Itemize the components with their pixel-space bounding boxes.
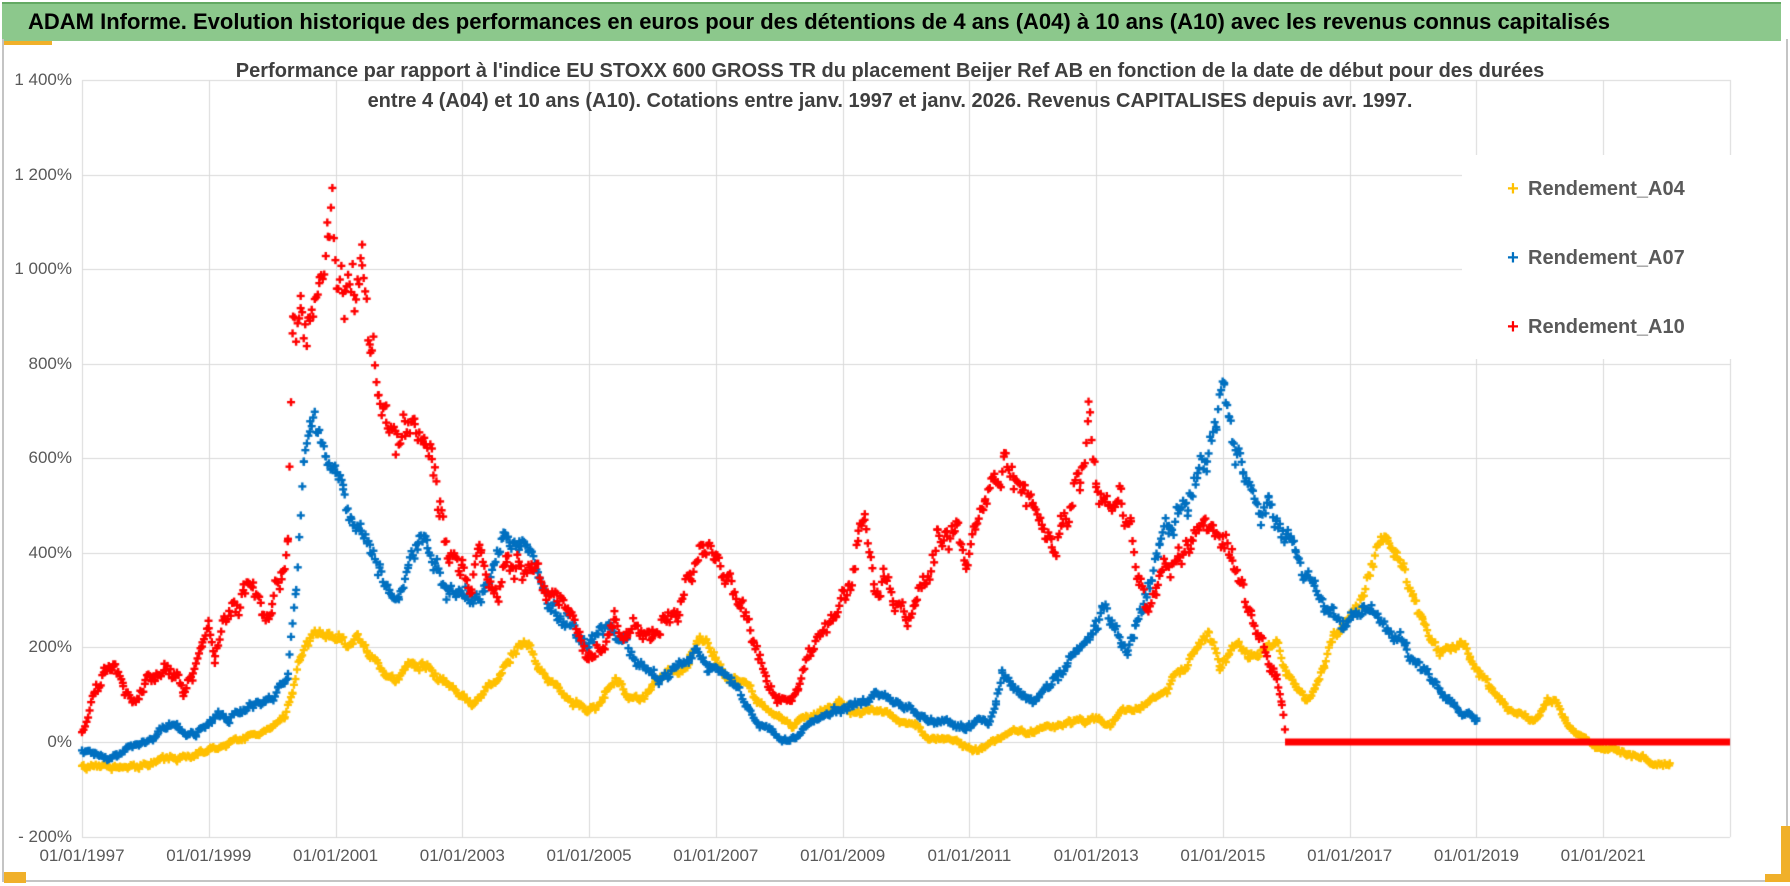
x-tick-label: 01/01/2001: [292, 846, 379, 865]
y-tick-label: 600%: [28, 448, 72, 468]
x-tick-label: 01/01/1997: [39, 846, 125, 865]
x-tick-label: 01/01/2021: [1560, 846, 1646, 865]
legend-label: Rendement_A07: [1528, 247, 1685, 269]
legend-label: Rendement_A04: [1528, 178, 1685, 200]
y-tick-label: 800%: [28, 353, 72, 373]
chart-legend: + Rendement_A04 + Rendement_A07 + Rendement…: [1462, 155, 1757, 359]
x-tick-label: 01/01/2019: [1433, 846, 1519, 865]
x-tick-label: 01/01/2003: [419, 846, 505, 865]
x-tick-label: 01/01/2005: [546, 846, 632, 865]
y-tick-label: - 200%: [18, 826, 72, 846]
y-tick-label: 1 400%: [14, 70, 72, 89]
plus-marker-icon: +: [1507, 178, 1519, 200]
y-tick-label: 1 200%: [14, 164, 72, 184]
x-tick-label: 01/01/2007: [673, 846, 759, 865]
chart-title-line2: entre 4 (A04) et 10 ans (A10). Cotations…: [367, 90, 1413, 112]
y-tick-label: 0%: [47, 732, 72, 751]
y-tick-label: 200%: [28, 637, 72, 657]
plus-marker-icon: +: [1507, 247, 1519, 269]
x-tick-label: 01/01/1999: [166, 846, 252, 865]
y-tick-label: 400%: [28, 542, 72, 562]
plus-marker-icon: +: [1507, 316, 1519, 338]
x-tick-label: 01/01/2017: [1307, 846, 1393, 865]
x-tick-label: 01/01/2009: [800, 846, 886, 865]
chart-title: Performance par rapport à l'indice EU ST…: [90, 56, 1690, 116]
chart-title-line1: Performance par rapport à l'indice EU ST…: [235, 60, 1545, 82]
x-tick-label: 01/01/2015: [1180, 846, 1266, 865]
legend-item-rendement-a10[interactable]: + Rendement_A10: [1462, 309, 1757, 345]
legend-item-rendement-a04[interactable]: + Rendement_A04: [1462, 171, 1757, 207]
legend-item-rendement-a07[interactable]: + Rendement_A07: [1462, 240, 1757, 276]
x-tick-label: 01/01/2013: [1053, 846, 1139, 865]
legend-label: Rendement_A10: [1528, 316, 1685, 338]
x-tick-label: 01/01/2011: [927, 846, 1012, 865]
y-tick-label: 1 000%: [14, 259, 72, 279]
